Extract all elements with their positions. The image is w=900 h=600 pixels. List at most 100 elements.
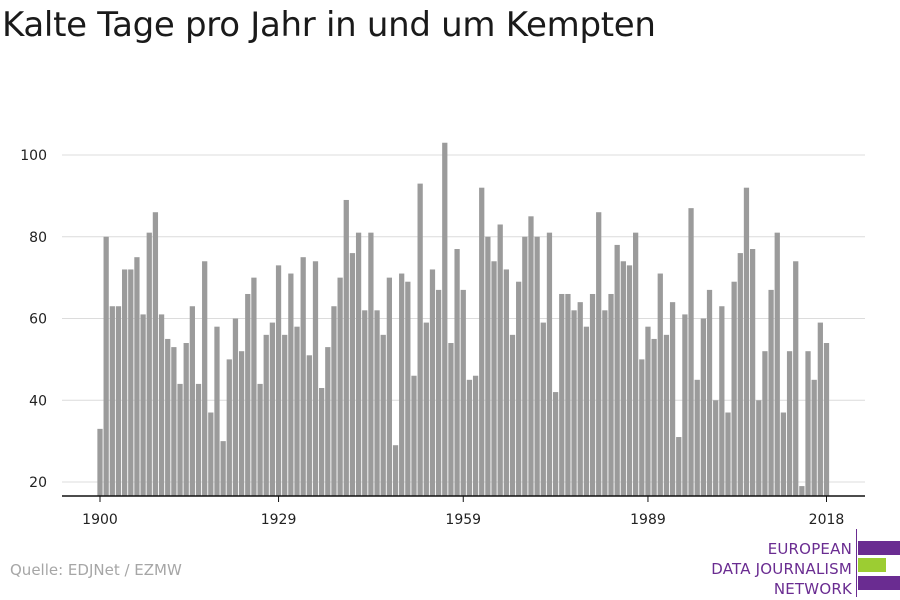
bar-1918 bbox=[208, 412, 214, 496]
bar-1969 bbox=[522, 236, 528, 496]
bar-1921 bbox=[226, 359, 232, 497]
bar-1951 bbox=[411, 375, 417, 496]
bar-1974 bbox=[552, 392, 559, 496]
bar-1909 bbox=[152, 212, 159, 496]
source-note: Quelle: EDJNet / EZMW bbox=[10, 561, 182, 579]
bar-1919 bbox=[214, 326, 220, 496]
edjnet-logo: EUROPEAN DATA JOURNALISM NETWORK bbox=[700, 529, 900, 599]
bar-1983 bbox=[608, 293, 614, 496]
bar-1959 bbox=[460, 289, 466, 496]
bar-1931 bbox=[288, 273, 294, 496]
bar-1935 bbox=[312, 261, 319, 496]
bar-1965 bbox=[497, 224, 503, 497]
bar-1955 bbox=[435, 289, 442, 496]
bars bbox=[97, 142, 830, 497]
bar-1977 bbox=[571, 310, 577, 496]
y-tick-label: 60 bbox=[29, 312, 47, 328]
bar-1934 bbox=[306, 355, 312, 496]
logo-bar-green bbox=[858, 558, 886, 572]
bar-2013 bbox=[793, 261, 799, 496]
bar-1933 bbox=[300, 257, 306, 496]
bar-1948 bbox=[392, 445, 399, 496]
bar-2018 bbox=[823, 343, 830, 496]
bar-1930 bbox=[282, 334, 288, 496]
bar-1950 bbox=[405, 281, 411, 496]
bar-1971 bbox=[534, 236, 540, 496]
x-tick-label: 1989 bbox=[630, 512, 666, 528]
bar-1920 bbox=[220, 441, 226, 497]
bar-1986 bbox=[626, 265, 633, 496]
x-tick-label: 2018 bbox=[809, 512, 845, 528]
bar-1904 bbox=[122, 269, 128, 496]
bar-1913 bbox=[177, 383, 183, 496]
bar-1987 bbox=[633, 232, 639, 496]
bar-1949 bbox=[399, 273, 405, 496]
bar-1957 bbox=[448, 343, 454, 496]
bar-1928 bbox=[269, 322, 276, 496]
bar-1917 bbox=[202, 261, 208, 496]
bar-1961 bbox=[472, 375, 479, 496]
bar-1972 bbox=[540, 322, 546, 496]
bar-1982 bbox=[602, 310, 608, 496]
bar-1907 bbox=[140, 314, 146, 496]
bar-2009 bbox=[768, 289, 774, 496]
bar-1939 bbox=[337, 277, 343, 497]
bar-1947 bbox=[386, 277, 392, 497]
bar-2008 bbox=[762, 351, 768, 496]
bar-1900 bbox=[97, 428, 103, 496]
bar-1994 bbox=[676, 437, 682, 496]
bar-2001 bbox=[719, 306, 725, 496]
bar-1958 bbox=[454, 249, 460, 496]
bar-1993 bbox=[669, 302, 676, 496]
bar-1942 bbox=[355, 232, 362, 496]
bar-1992 bbox=[663, 334, 670, 496]
bar-1926 bbox=[257, 383, 263, 496]
bar-1906 bbox=[134, 257, 140, 496]
bar-1914 bbox=[183, 343, 189, 496]
bar-2005 bbox=[743, 187, 750, 496]
bar-2015 bbox=[805, 351, 811, 496]
bar-1929 bbox=[275, 265, 282, 496]
chart-title: Kalte Tage pro Jahr in und um Kempten bbox=[2, 5, 656, 45]
bar-2016 bbox=[811, 379, 817, 496]
bar-1901 bbox=[103, 236, 109, 496]
bar-1990 bbox=[651, 338, 657, 496]
bar-1911 bbox=[165, 338, 171, 496]
bar-2002 bbox=[725, 412, 731, 496]
x-axis: 1900 1929 1959 1989 2018 bbox=[62, 495, 865, 528]
bar-1970 bbox=[528, 216, 534, 496]
bar-1979 bbox=[583, 326, 590, 496]
logo-text: EUROPEAN DATA JOURNALISM NETWORK bbox=[711, 539, 852, 599]
bar-1981 bbox=[596, 212, 602, 496]
bar-1984 bbox=[614, 244, 620, 496]
x-tick-label: 1959 bbox=[445, 512, 481, 528]
bar-1988 bbox=[639, 359, 645, 497]
bar-1941 bbox=[349, 253, 356, 496]
bar-1943 bbox=[362, 310, 368, 496]
bar-1998 bbox=[700, 318, 706, 496]
y-tick-label: 80 bbox=[29, 230, 47, 246]
bar-1952 bbox=[417, 183, 423, 497]
bar-1953 bbox=[423, 322, 429, 496]
logo-line-1: EUROPEAN bbox=[767, 540, 852, 558]
bar-1903 bbox=[115, 306, 122, 496]
bar-1978 bbox=[577, 302, 583, 496]
x-tick-label: 1929 bbox=[261, 512, 297, 528]
bar-1916 bbox=[195, 383, 202, 496]
bar-2006 bbox=[749, 249, 756, 496]
bar-1936 bbox=[319, 387, 325, 496]
bar-1924 bbox=[245, 293, 251, 496]
bar-1925 bbox=[251, 277, 257, 497]
logo-rule bbox=[856, 529, 857, 597]
bar-1902 bbox=[109, 306, 115, 496]
bar-2004 bbox=[737, 253, 743, 496]
bar-1980 bbox=[589, 293, 596, 496]
y-tick-label: 100 bbox=[20, 148, 47, 164]
bar-1962 bbox=[479, 187, 485, 496]
bar-1968 bbox=[516, 281, 522, 496]
bar-1954 bbox=[429, 269, 436, 496]
y-tick-label: 20 bbox=[29, 475, 47, 491]
logo-line-3: NETWORK bbox=[773, 580, 852, 598]
bar-1905 bbox=[128, 269, 134, 496]
bar-1937 bbox=[325, 347, 331, 496]
